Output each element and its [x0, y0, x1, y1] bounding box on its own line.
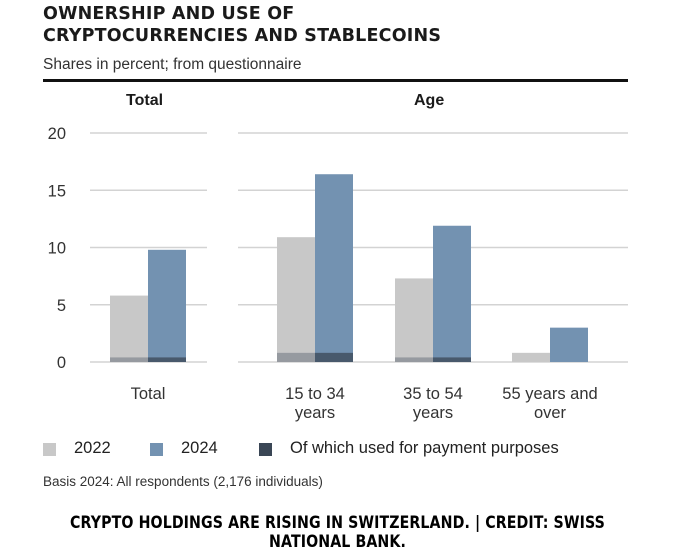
- x-tick-label: years: [413, 404, 453, 422]
- x-tick-label: 55 years and: [502, 385, 597, 403]
- bar-payment-2024: [148, 357, 186, 362]
- chart-title-line2: CRYPTOCURRENCIES AND STABLECOINS: [43, 26, 442, 46]
- bar-2024: [315, 174, 353, 362]
- x-tick-label: over: [534, 404, 567, 422]
- legend-label-payment: Of which used for payment purposes: [290, 439, 559, 457]
- bar-payment-2022: [395, 357, 433, 362]
- bar-2022: [395, 278, 433, 362]
- legend-swatch-payment: [259, 443, 272, 456]
- bar-payment-2024: [315, 352, 353, 362]
- y-tick-label: 5: [57, 297, 66, 315]
- bar-2024: [433, 225, 471, 362]
- y-tick-label: 10: [48, 240, 66, 258]
- bar-2022: [512, 352, 550, 362]
- bar-payment-2022: [110, 357, 148, 362]
- legend-label-2024: 2024: [181, 439, 218, 457]
- panel-label-age: Age: [414, 92, 445, 109]
- bar-2022: [110, 295, 148, 362]
- bar-payment-2022: [277, 352, 315, 362]
- legend-swatch-2024: [150, 443, 163, 456]
- y-tick-label: 20: [48, 125, 66, 143]
- legend-swatch-2022: [43, 443, 56, 456]
- y-axis-ticks: 0 5 10 15 20: [48, 125, 66, 372]
- header-rule: [43, 79, 628, 82]
- chart-subtitle: Shares in percent; from questionnaire: [43, 56, 302, 73]
- y-tick-label: 15: [48, 182, 66, 200]
- x-tick-label: 35 to 54: [403, 385, 463, 403]
- image-credit: CRYPTO HOLDINGS ARE RISING IN SWITZERLAN…: [70, 513, 605, 551]
- x-tick-label: years: [295, 404, 335, 422]
- bar-payment-2024: [433, 357, 471, 362]
- bar-2022: [277, 237, 315, 362]
- basis-note: Basis 2024: All respondents (2,176 indiv…: [43, 474, 323, 489]
- x-tick-label: Total: [131, 385, 166, 403]
- bars: [110, 174, 588, 362]
- legend-label-2022: 2022: [74, 439, 111, 457]
- chart-title-line1: OWNERSHIP AND USE OF: [43, 4, 295, 24]
- panel-label-total: Total: [126, 92, 164, 109]
- chart-title: OWNERSHIP AND USE OF CRYPTOCURRENCIES AN…: [43, 3, 441, 47]
- y-tick-label: 0: [57, 354, 66, 372]
- bar-2024: [148, 249, 186, 362]
- bar-2024: [550, 327, 588, 362]
- x-tick-label: 15 to 34: [285, 385, 345, 403]
